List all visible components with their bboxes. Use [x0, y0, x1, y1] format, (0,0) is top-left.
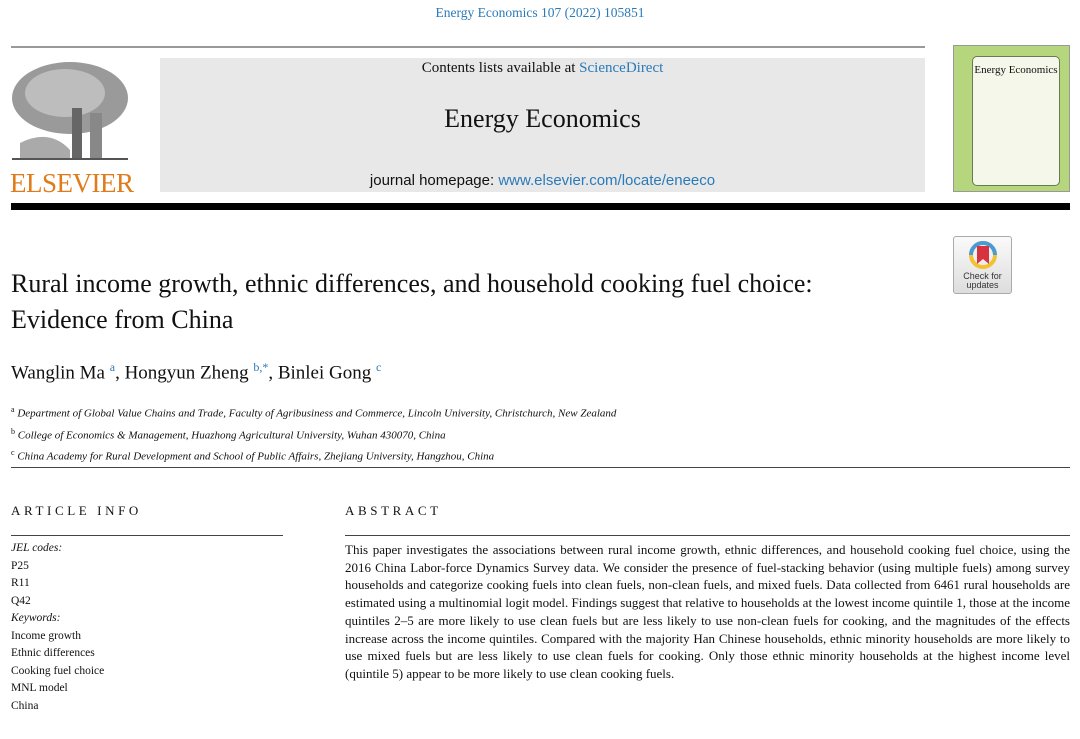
author-affil-marker[interactable]: c	[376, 360, 382, 374]
author-name[interactable]: Hongyun Zheng	[124, 362, 249, 384]
author-list: Wanglin Ma a, Hongyun Zheng b,*, Binlei …	[11, 360, 382, 384]
author-affil-marker[interactable]: b,*	[253, 360, 269, 374]
homepage-line: journal homepage: www.elsevier.com/locat…	[160, 172, 925, 189]
affiliation: a Department of Global Value Chains and …	[11, 401, 616, 423]
affil-marker: c	[11, 448, 15, 458]
affil-marker: b	[11, 426, 15, 436]
journal-reference[interactable]: Energy Economics 107 (2022) 105851	[435, 5, 645, 20]
article-info-heading: ARTICLE INFO	[11, 503, 142, 518]
journal-banner: Contents lists available at ScienceDirec…	[160, 58, 925, 192]
abstract-heading: ABSTRACT	[345, 503, 442, 518]
check-for-updates-button[interactable]: Check for updates	[953, 236, 1012, 294]
divider	[11, 467, 1070, 468]
header-bar	[11, 203, 1070, 210]
author-affil-marker[interactable]: a	[109, 360, 116, 374]
divider	[345, 535, 1070, 536]
abstract-text: This paper investigates the associations…	[345, 542, 1070, 681]
keyword: MNL model	[11, 682, 68, 694]
contents-line: Contents lists available at ScienceDirec…	[160, 60, 925, 77]
author-name[interactable]: Binlei Gong	[277, 362, 372, 384]
jel-code: Q42	[11, 594, 31, 607]
check-label: Check for updates	[963, 271, 1002, 290]
article-info: JEL codes: P25 R11 Q42 Keywords: Income …	[11, 540, 104, 715]
keywords-label: Keywords:	[11, 612, 61, 624]
tree-icon	[12, 62, 128, 160]
article-title: Rural income growth, ethnic differences,…	[11, 269, 813, 334]
jel-label: JEL codes:	[11, 542, 63, 554]
affiliation: b College of Economics & Management, Hua…	[11, 423, 616, 445]
author-name[interactable]: Wanglin Ma	[11, 362, 105, 384]
divider	[11, 535, 283, 536]
homepage-link[interactable]: www.elsevier.com/locate/eneeco	[498, 172, 716, 189]
divider	[11, 46, 925, 48]
sciencedirect-link[interactable]: ScienceDirect	[579, 60, 664, 76]
elsevier-logo[interactable]: ELSEVIER	[10, 58, 134, 198]
keyword: Cooking fuel choice	[11, 664, 105, 677]
cover-panel: Energy Economics	[972, 56, 1060, 186]
affil-marker: a	[11, 405, 15, 414]
keyword: China	[11, 699, 39, 712]
keyword: Income growth	[11, 629, 81, 642]
homepage-label: journal homepage:	[369, 172, 499, 189]
contents-label: Contents lists available at	[421, 60, 580, 76]
jel-code: P25	[11, 559, 29, 572]
journal-cover[interactable]: Energy Economics	[953, 45, 1070, 192]
keyword: Ethnic differences	[11, 647, 95, 659]
cover-title: Energy Economics	[974, 64, 1058, 76]
bookmark-icon	[968, 241, 997, 269]
affil-text: China Academy for Rural Development and …	[17, 450, 495, 463]
affil-text: College of Economics & Management, Huazh…	[17, 429, 446, 442]
affiliations: a Department of Global Value Chains and …	[11, 401, 616, 466]
publisher-name: ELSEVIER	[10, 168, 134, 198]
jel-code: R11	[11, 577, 30, 589]
affiliation: c China Academy for Rural Development an…	[11, 444, 616, 466]
journal-title: Energy Economics	[444, 104, 641, 133]
affil-text: Department of Global Value Chains and Tr…	[17, 407, 617, 420]
